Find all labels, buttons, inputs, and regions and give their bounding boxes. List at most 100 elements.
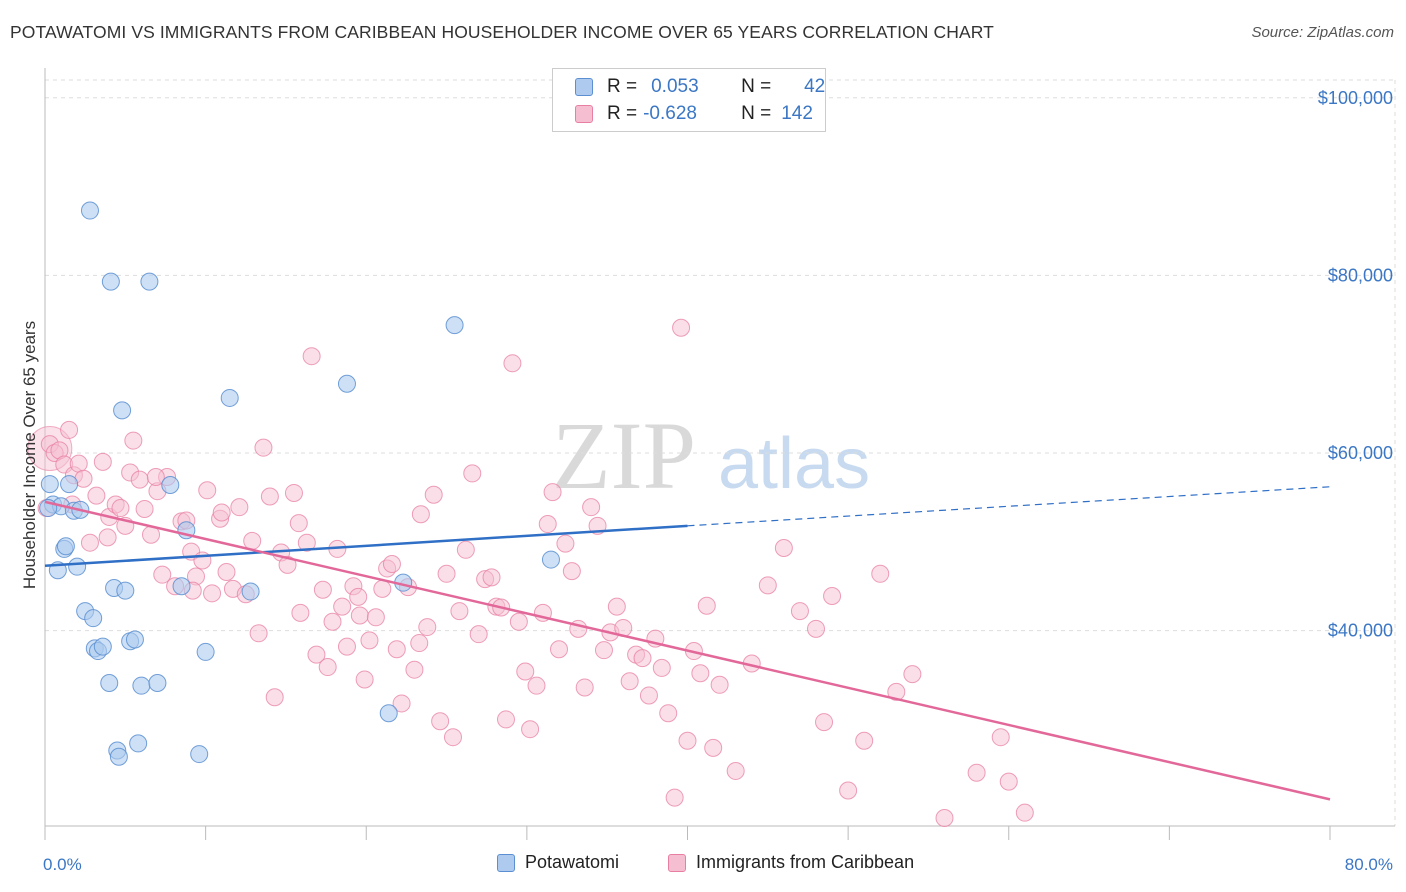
caribbean-point [337, 637, 356, 656]
potawatomi-point [60, 475, 79, 494]
caribbean-point [887, 682, 906, 701]
caribbean-point [450, 602, 469, 621]
caribbean-point [527, 676, 546, 695]
y-tick-label: $40,000 [1328, 621, 1393, 641]
y-tick-label: $60,000 [1328, 443, 1393, 463]
y-tick-label: $100,000 [1318, 88, 1393, 108]
caribbean-point [212, 503, 231, 522]
potawatomi-point [84, 609, 103, 628]
caribbean-point [60, 420, 79, 439]
legend-swatch-blue [575, 78, 593, 96]
caribbean-point [333, 597, 352, 616]
caribbean-point [903, 665, 922, 684]
caribbean-point [111, 499, 130, 518]
caribbean-points [27, 318, 1034, 828]
series-legend-label: Potawatomi [525, 852, 620, 872]
caribbean-point [260, 487, 279, 506]
caribbean-point [153, 565, 172, 584]
caribbean-point [387, 640, 406, 659]
caribbean-point [443, 728, 462, 747]
legend-n-label: N = [741, 103, 772, 124]
potawatomi-points [39, 201, 560, 766]
potawatomi-point [161, 475, 180, 494]
caribbean-point [620, 672, 639, 691]
potawatomi-point [241, 582, 260, 601]
correlation-legend: R = 0.053 N = 42 R = -0.628 N = 142 [552, 68, 826, 132]
source-label: Source: ZipAtlas.com [1251, 24, 1394, 41]
potawatomi-point [125, 630, 144, 649]
caribbean-point [815, 713, 834, 732]
legend-n-value: 42 [804, 76, 826, 97]
caribbean-point [437, 564, 456, 583]
chart-title: POTAWATOMI VS IMMIGRANTS FROM CARIBBEAN … [10, 22, 994, 42]
series-swatch-pink [668, 853, 686, 872]
caribbean-point [278, 555, 297, 574]
caribbean-point [607, 597, 626, 616]
series-legend-potawatomi: Potawatomi [497, 852, 619, 873]
caribbean-point [774, 539, 793, 558]
caribbean-point [503, 354, 522, 373]
potawatomi-point [541, 550, 560, 569]
caribbean-point [373, 579, 392, 598]
potawatomi-point [68, 557, 87, 576]
caribbean-point [265, 688, 284, 707]
caribbean-point [710, 675, 729, 694]
caribbean-point [672, 318, 691, 337]
caribbean-point [360, 631, 379, 650]
caribbean-point [556, 534, 575, 553]
caribbean-point [855, 731, 874, 750]
caribbean-point [538, 515, 557, 534]
caribbean-point [87, 486, 106, 505]
caribbean-point [704, 738, 723, 757]
caribbean-point [289, 514, 308, 533]
caribbean-point [550, 640, 568, 659]
caribbean-point [124, 431, 143, 450]
caribbean-point [198, 481, 217, 500]
caribbean-point [284, 483, 303, 502]
caribbean-point [323, 612, 342, 631]
legend-n-value: 142 [781, 103, 813, 124]
series-legend-label: Immigrants from Caribbean [696, 852, 915, 872]
caribbean-point [318, 658, 337, 677]
potawatomi-point [379, 704, 398, 723]
legend-r-value: 0.053 [651, 76, 699, 97]
watermark-atlas: atlas [718, 424, 870, 504]
caribbean-point [726, 761, 745, 780]
potawatomi-point [190, 745, 209, 764]
caribbean-point [297, 533, 316, 552]
caribbean-point [424, 485, 443, 504]
caribbean-point [98, 528, 117, 547]
caribbean-point [254, 438, 273, 457]
caribbean-point [217, 563, 236, 582]
caribbean-point [469, 625, 488, 644]
potawatomi-point [113, 401, 132, 420]
caribbean-point [839, 781, 858, 800]
y-tick-label: $80,000 [1328, 265, 1393, 285]
caribbean-point [291, 603, 310, 622]
caribbean-point [516, 662, 535, 681]
caribbean-point [382, 555, 401, 574]
tick-labels: $40,000 $60,000 $80,000 $100,000 0.0% 80.0% [43, 88, 1393, 874]
caribbean-point [355, 670, 374, 689]
caribbean-point [509, 612, 528, 631]
x-tick-label: 80.0% [1345, 855, 1393, 874]
caribbean-point [665, 788, 684, 807]
caribbean-point [482, 568, 501, 587]
legend-r-value: -0.628 [643, 103, 697, 124]
caribbean-point [496, 710, 515, 729]
potawatomi-point [140, 272, 159, 291]
caribbean-point [758, 576, 777, 595]
caribbean-point [697, 596, 716, 615]
potawatomi-point [172, 577, 191, 596]
caribbean-point [575, 678, 594, 697]
caribbean-point [249, 624, 268, 643]
caribbean-point [410, 634, 429, 653]
x-tick-label: 0.0% [43, 855, 82, 874]
potawatomi-point [100, 674, 119, 693]
potawatomi-point [196, 642, 215, 661]
series-legend-caribbean: Immigrants from Caribbean [668, 852, 914, 873]
grid [45, 79, 1396, 826]
caribbean-point [935, 809, 954, 828]
caribbean-point [871, 564, 890, 583]
potawatomi-point [116, 581, 135, 600]
